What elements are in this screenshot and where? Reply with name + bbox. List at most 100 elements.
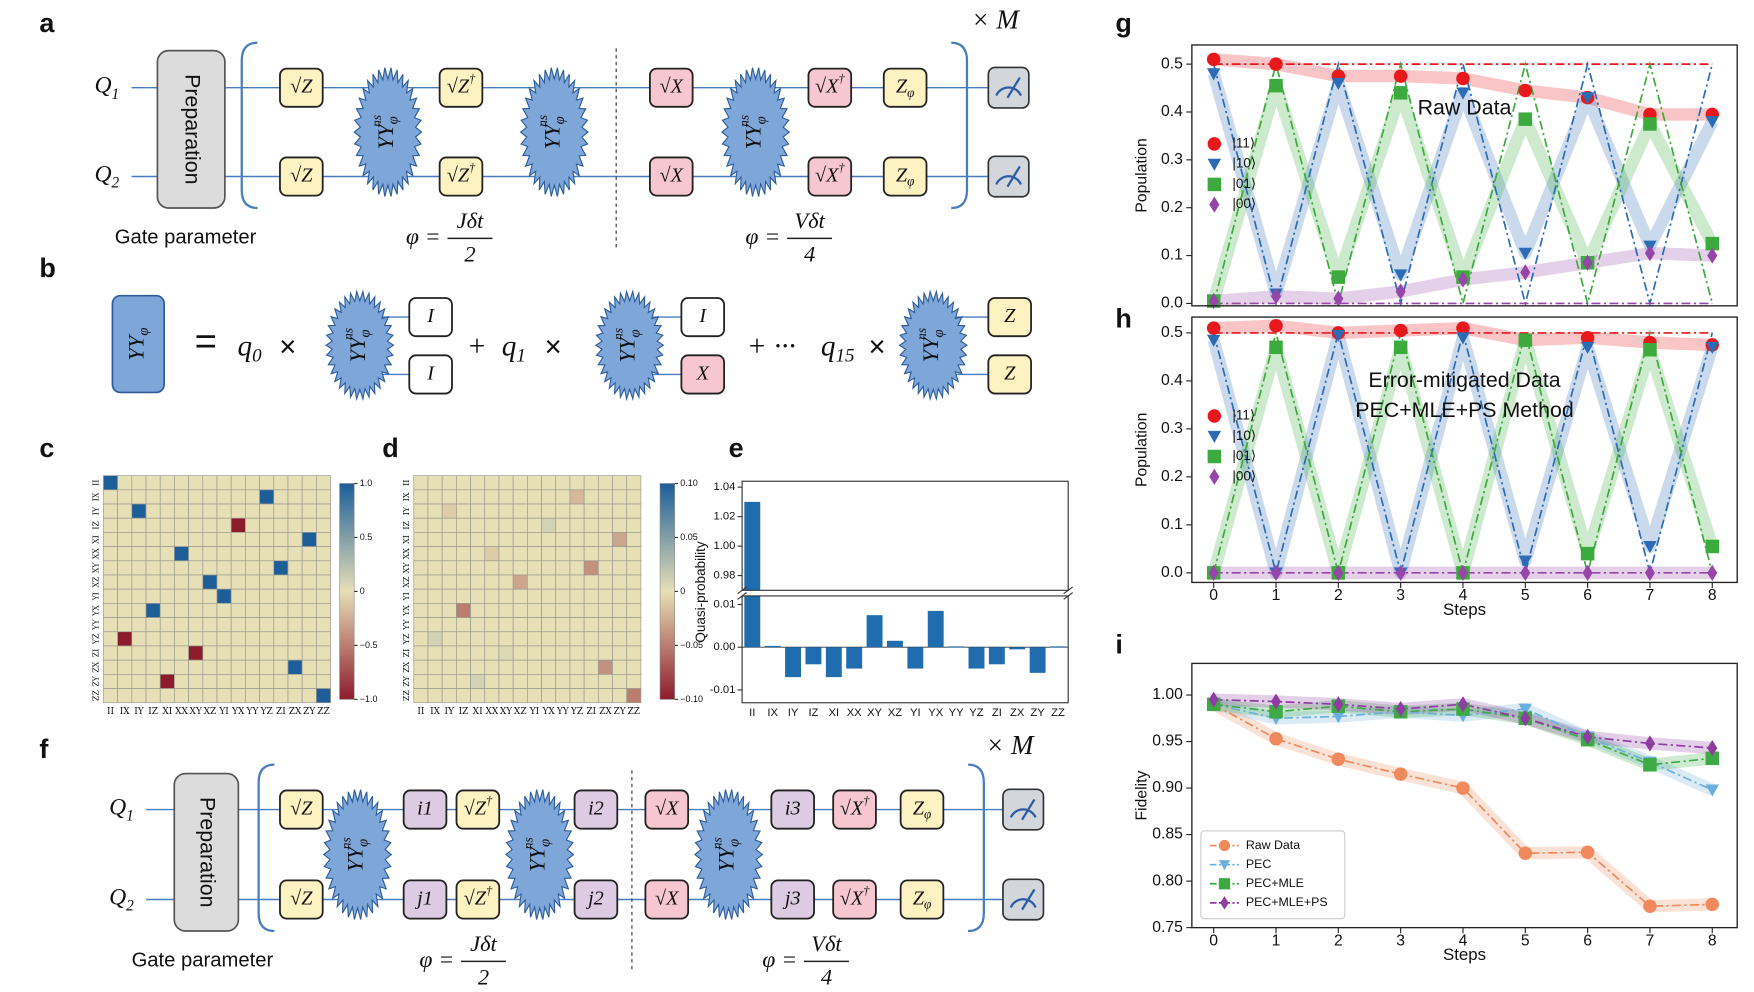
marker [1643,758,1657,772]
heatmap-cell [413,617,429,633]
marker [1270,564,1282,581]
heatmap-cell [188,475,204,491]
marker [1705,751,1720,766]
preparation-box [156,49,226,209]
term-lead: + ··· [747,330,796,362]
y-tick-label: 0.3 [1161,151,1183,168]
heatmap-cell [484,645,500,661]
label-text: √X [660,75,684,97]
heatmap-cell [174,688,189,704]
heatmap-cell [527,617,542,633]
heatmap-cell [259,603,275,618]
x-tick-label: XI [162,707,172,717]
heatmap-cell [316,645,331,661]
heatmap-cell [555,489,571,505]
heatmap-cell [301,631,317,647]
series-line [1212,60,1714,306]
label-text: Z [913,887,925,909]
bar [866,615,883,648]
heatmap-cell [498,503,514,519]
heatmap-cell [103,588,118,604]
label-text: i2 [588,797,604,819]
heatmap-cell [188,517,204,533]
heatmap-cell [498,475,514,491]
heatmap-cell [145,532,161,547]
marker [1269,732,1283,746]
x-tick-label: YI [910,707,921,719]
x-tick-label: ZX [1010,707,1025,719]
heatmap-cell [555,631,571,647]
heatmap-cell [287,688,303,704]
math-label: X [696,362,710,384]
legend-label: PEC+MLE+PS [1246,895,1328,909]
preparation-label: Preparation [181,74,205,184]
heatmap-cell [612,546,628,562]
x-tick-label: YZ [570,707,583,717]
marker [1705,341,1720,355]
label-text: j1 [414,887,433,909]
heatmap-cell [273,489,289,505]
y-tick-label: 0.1 [1161,247,1183,264]
x-tick-label: II [107,707,115,717]
heatmap-cell [541,546,557,562]
label-text: q [821,330,836,362]
gate [279,879,324,920]
label-sup: † [863,793,870,807]
heatmap-cell [259,560,275,576]
x-tick-label: YY [949,707,964,719]
heatmap-cell [597,517,613,533]
x-tick-label: XZ [888,707,902,719]
heatmap-cell [512,475,528,491]
marker [1269,78,1283,93]
heatmap-cell [216,688,232,704]
legend-label: |00⟩ [1232,468,1256,483]
heatmap-cell [569,489,585,505]
heatmap-cell [202,532,218,547]
heatmap-cell [512,659,528,675]
math-label: YYφns [369,115,402,150]
x-tick-label: YZ [260,707,273,717]
heatmap-cell [583,631,599,647]
heatmap-cell [216,645,232,661]
bar [846,647,863,669]
label-text: √X [655,797,679,819]
y-tick-label: 0.01 [713,598,735,610]
repeat-label: × M [971,5,1020,35]
heatmap-cell [174,588,189,604]
heatmap-cell [273,532,289,547]
heatmap-cell [216,674,232,689]
heatmap-cell [259,574,275,590]
heatmap-cell [626,674,642,689]
heatmap-cell [612,517,628,533]
marker [1644,735,1656,752]
heatmap-cell [316,588,331,604]
heatmap-cell [597,560,613,576]
heatmap-cell [555,574,571,590]
heatmap-cell [583,659,599,675]
heatmap-cell [498,631,514,647]
math-label: Z [1004,305,1016,327]
heatmap-cell [597,659,613,675]
x-tick-label: IY [788,707,799,719]
label-text: √X [840,887,864,909]
colorbar-tick-label: 0 [360,586,365,596]
y-axis-label: Population [1134,413,1151,487]
x-tick-label: YX [541,707,555,717]
heatmap-cell [216,546,232,562]
heatmap-cell [159,503,175,519]
heatmap-cell [427,674,443,689]
heatmap-cell [555,659,571,675]
heatmap-cell [427,489,443,505]
math-label: YYφns [535,115,568,150]
heatmap-cell [612,574,628,590]
heatmap-cell [230,645,246,661]
heatmap-cell [202,503,218,519]
heatmap-cell [174,489,189,505]
meter-needle [1021,888,1036,911]
heatmap-cell [131,617,147,633]
y-axis-label: Fidelity [1134,770,1151,820]
heatmap-cell [470,560,486,576]
marker [1393,340,1408,355]
heatmap-cell [456,617,471,633]
heatmap-cell [569,588,585,604]
